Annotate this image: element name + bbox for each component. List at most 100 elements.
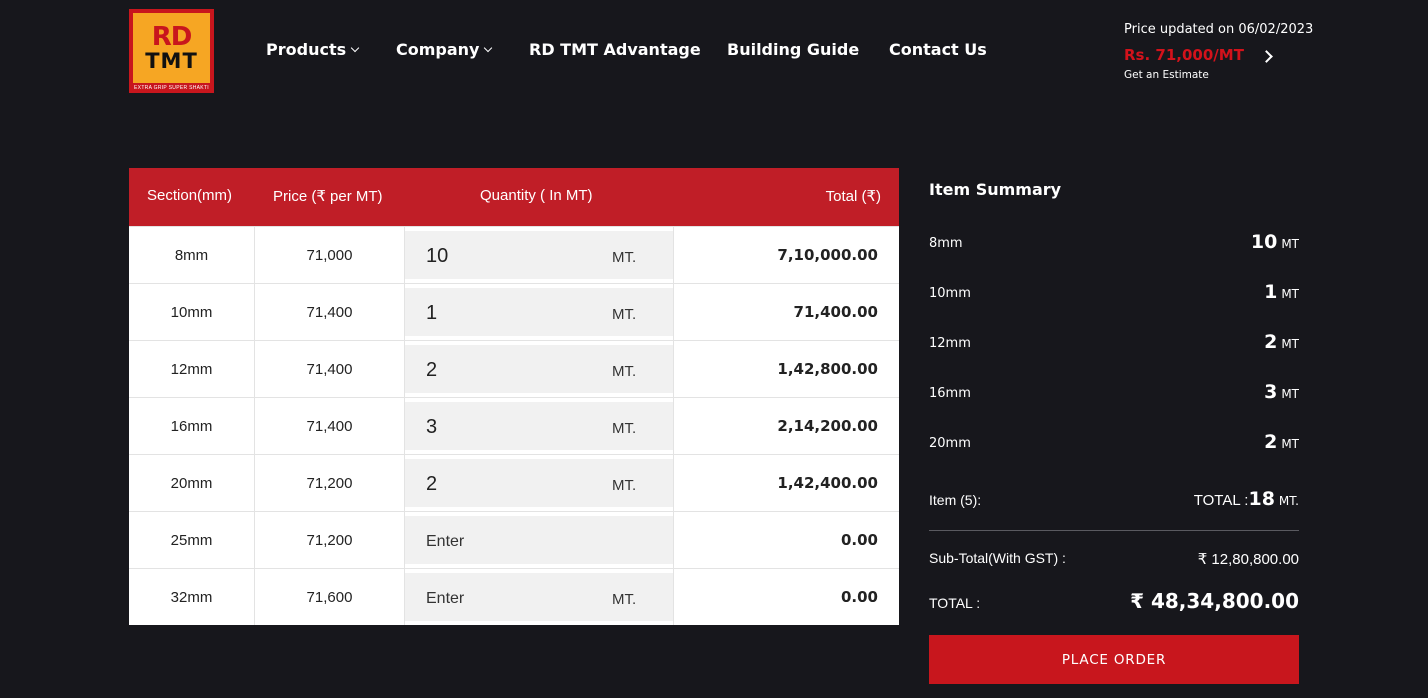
summary-item-section: 8mm [929,236,963,251]
table-header: Section(mm) Price (₹ per MT) Quantity ( … [129,168,899,226]
summary-item-qty-wrap: 1 MT [1264,281,1299,303]
summary-item-unit: MT [1281,237,1299,251]
row-total: 1,42,800.00 [777,360,878,378]
quantity-input[interactable]: 2 MT. [405,459,673,507]
quantity-input[interactable]: Enter [405,516,673,564]
summary-item-qty-wrap: 10 MT [1251,231,1299,253]
quantity-input[interactable]: 10 MT. [405,231,673,279]
current-price: Rs. 71,000/MT [1124,46,1244,64]
place-order-button[interactable]: PLACE ORDER [929,635,1299,684]
nav-products-label: Products [266,40,347,59]
row-section: 12mm [129,341,255,397]
logo-badge: RD TMT [133,13,210,83]
quantity-value: 2 [426,359,438,381]
row-section: 32mm [129,569,255,625]
row-price: 71,200 [255,455,405,511]
column-divider [673,455,674,511]
table-row: 32mm 71,600 Enter MT. 0.00 [129,568,899,625]
nav-building-guide[interactable]: Building Guide [727,40,860,59]
row-price: 71,400 [255,398,405,454]
nav-company-label: Company [396,40,480,59]
quantity-placeholder: Enter [426,590,465,607]
row-total: 7,10,000.00 [777,246,878,264]
quantity-unit: MT. [612,477,637,494]
quantity-input[interactable]: 1 MT. [405,288,673,336]
summary-item: 20mm 2 MT [929,425,1299,455]
column-divider [673,512,674,568]
summary-item-section: 10mm [929,286,971,301]
summary-item: 12mm 2 MT [929,325,1299,355]
nav-rd-tmt-advantage[interactable]: RD TMT Advantage [529,40,701,59]
order-table: Section(mm) Price (₹ per MT) Quantity ( … [129,168,899,625]
get-estimate-link[interactable]: Get an Estimate [1124,69,1209,81]
row-total: 71,400.00 [793,303,878,321]
item-count-label: Item (5): [929,492,982,508]
summary-title: Item Summary [929,180,1062,199]
summary-item-qty-wrap: 2 MT [1264,331,1299,353]
column-divider [673,398,674,454]
row-section: 20mm [129,455,255,511]
quantity-input[interactable]: Enter MT. [405,573,673,621]
nav-contact-us[interactable]: Contact Us [889,40,987,59]
total-qty-value: 18 [1248,488,1275,510]
logo-text-rd: RD [151,22,193,52]
row-section: 8mm [129,227,255,283]
quantity-value: 10 [426,245,449,267]
summary-item-qty: 2 [1264,431,1278,453]
subtotal-value: ₹ 12,80,800.00 [1197,551,1299,568]
quantity-input[interactable]: 3 MT. [405,402,673,450]
quantity-unit: MT. [612,591,637,608]
quantity-unit: MT. [612,249,637,266]
item-summary-panel: Item Summary 8mm 10 MT 10mm 1 MT 12mm 2 MT … [929,180,1299,684]
nav-company[interactable]: Company [396,40,493,59]
summary-item-section: 16mm [929,386,971,401]
row-section: 16mm [129,398,255,454]
row-section: 10mm [129,284,255,340]
row-total: 0.00 [840,531,878,549]
total-qty-label: TOTAL : [1193,492,1249,509]
table-row: 10mm 71,400 1 MT. 71,400.00 [129,283,899,340]
summary-item: 8mm 10 MT [929,225,1299,255]
summary-item-unit: MT [1281,287,1299,301]
quantity-unit: MT. [612,420,637,437]
table-row: 12mm 71,400 2 MT. 1,42,800.00 [129,340,899,397]
summary-item-section: 12mm [929,336,971,351]
column-divider [673,227,674,283]
quantity-value: 2 [426,473,438,495]
quantity-unit: MT. [612,363,637,380]
quantity-value: 3 [426,416,438,438]
row-price: 71,200 [255,512,405,568]
price-updated-text: Price updated on 06/02/2023 [1124,22,1314,37]
summary-item-qty: 10 [1250,231,1278,253]
chevron-down-icon [350,43,360,52]
row-total: 0.00 [840,588,878,606]
table-row: 8mm 71,000 10 MT. 7,10,000.00 [129,226,899,283]
summary-item-qty-wrap: 3 MT [1264,381,1299,403]
quantity-unit: MT. [612,306,637,323]
summary-item: 10mm 1 MT [929,275,1299,305]
row-price: 71,600 [255,569,405,625]
header-total: Total (₹) [825,188,881,205]
summary-item-qty: 3 [1264,381,1278,403]
row-price: 71,400 [255,341,405,397]
chevron-down-icon [484,43,493,52]
summary-item-qty-wrap: 2 MT [1264,431,1299,453]
logo-tagline: EXTRA GRIP SUPER SHAKTI [134,85,209,91]
quantity-placeholder: Enter [426,533,465,550]
column-divider [673,569,674,625]
summary-item-unit: MT [1281,337,1299,351]
table-row: 16mm 71,400 3 MT. 2,14,200.00 [129,397,899,454]
summary-item-unit: MT [1281,437,1299,451]
row-total: 1,42,400.00 [777,474,878,492]
row-price: 71,000 [255,227,405,283]
row-total: 2,14,200.00 [777,417,878,435]
brand-logo[interactable]: RD TMT EXTRA GRIP SUPER SHAKTI [129,9,214,93]
grand-total-label: TOTAL : [929,595,981,611]
quantity-input[interactable]: 2 MT. [405,345,673,393]
header-section: Section(mm) [147,187,233,204]
summary-divider [929,530,1299,531]
summary-item-qty: 1 [1264,281,1278,303]
subtotal-label: Sub-Total(With GST) : [929,550,1066,566]
quantity-value: 1 [426,302,438,324]
nav-products[interactable]: Products [266,40,360,59]
